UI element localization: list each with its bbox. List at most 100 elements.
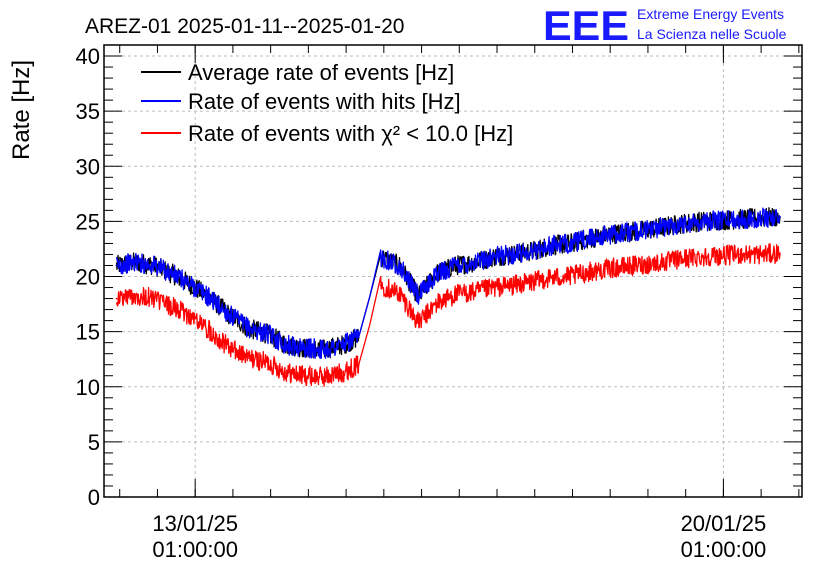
data-point bbox=[266, 361, 269, 364]
y-tick-label: 0 bbox=[88, 485, 100, 510]
data-point bbox=[606, 267, 608, 270]
y-tick-label: 20 bbox=[76, 265, 100, 290]
data-point bbox=[757, 253, 759, 256]
y-tick-label: 30 bbox=[76, 154, 100, 179]
series-1 bbox=[115, 207, 781, 360]
data-point bbox=[587, 271, 590, 273]
y-tick-label: 15 bbox=[76, 320, 100, 345]
data-point bbox=[436, 302, 439, 304]
legend-item-2: Rate of events with χ² < 10.0 [Hz] bbox=[141, 121, 513, 146]
data-point bbox=[210, 297, 212, 300]
data-point bbox=[379, 284, 382, 287]
data-point bbox=[191, 284, 193, 287]
data-point bbox=[342, 344, 344, 346]
plot-frame bbox=[103, 44, 803, 498]
legend-label: Average rate of events [Hz] bbox=[188, 60, 454, 85]
data-point bbox=[493, 286, 495, 289]
data-point bbox=[436, 272, 439, 275]
data-point bbox=[398, 264, 401, 267]
data-point bbox=[115, 297, 118, 300]
data-point bbox=[643, 229, 646, 232]
data-point bbox=[643, 263, 646, 266]
data-point bbox=[357, 336, 360, 338]
data-point bbox=[779, 252, 781, 255]
data-point bbox=[474, 261, 476, 264]
grid-layer bbox=[104, 45, 802, 497]
data-point bbox=[455, 293, 457, 296]
data-point bbox=[228, 314, 231, 316]
data-point bbox=[228, 347, 231, 350]
data-point bbox=[153, 297, 156, 300]
data-point bbox=[606, 233, 608, 236]
data-point bbox=[474, 291, 476, 293]
data-point bbox=[323, 375, 325, 378]
axes-layer: 051015202530354013/01/2501:00:0020/01/25… bbox=[76, 44, 803, 562]
series-2 bbox=[115, 243, 781, 387]
x-tick-label-time: 01:00:00 bbox=[152, 537, 238, 562]
data-point bbox=[719, 254, 722, 257]
data-point bbox=[625, 265, 627, 268]
legend-item-1: Rate of events with hits [Hz] bbox=[141, 89, 461, 114]
y-tick-label: 35 bbox=[76, 99, 100, 124]
data-point bbox=[417, 321, 420, 324]
data-point bbox=[757, 217, 759, 220]
series-layer bbox=[115, 207, 781, 387]
data-point bbox=[738, 253, 740, 256]
data-point bbox=[719, 219, 722, 222]
data-point bbox=[323, 348, 325, 351]
data-point bbox=[738, 218, 740, 221]
data-point bbox=[587, 238, 590, 240]
data-point bbox=[625, 231, 627, 234]
legend-label: Rate of events with χ² < 10.0 [Hz] bbox=[188, 121, 513, 146]
data-point bbox=[115, 264, 118, 267]
legend: Average rate of events [Hz] Rate of event… bbox=[141, 60, 513, 146]
data-point bbox=[700, 255, 703, 258]
data-point bbox=[153, 264, 156, 267]
y-tick-label: 40 bbox=[76, 44, 100, 69]
data-point bbox=[549, 244, 552, 247]
data-point bbox=[134, 294, 137, 297]
data-point bbox=[493, 255, 495, 258]
data-point bbox=[342, 371, 344, 374]
data-point bbox=[455, 264, 457, 267]
y-axis-label: Rate [Hz] bbox=[8, 60, 35, 160]
eee-logo: EEE bbox=[543, 2, 629, 49]
series-line bbox=[115, 207, 781, 360]
data-point bbox=[511, 253, 514, 256]
data-point bbox=[304, 347, 307, 350]
data-point bbox=[398, 292, 401, 294]
legend-item-0: Average rate of events [Hz] bbox=[141, 60, 454, 85]
data-point bbox=[191, 316, 193, 319]
x-tick-label-date: 13/01/25 bbox=[152, 511, 238, 536]
logo-line-1: Extreme Energy Events bbox=[637, 6, 784, 22]
chart-title: AREZ-01 2025-01-11--2025-01-20 bbox=[85, 15, 404, 38]
data-point bbox=[568, 242, 571, 245]
data-point bbox=[247, 327, 250, 330]
data-point bbox=[700, 220, 703, 223]
data-point bbox=[304, 374, 307, 377]
data-point bbox=[662, 226, 665, 228]
data-point bbox=[549, 276, 552, 279]
legend-label: Rate of events with hits [Hz] bbox=[188, 89, 461, 114]
data-point bbox=[266, 332, 269, 335]
data-point bbox=[530, 250, 533, 253]
data-point bbox=[662, 261, 665, 264]
data-point bbox=[779, 216, 781, 218]
data-point bbox=[247, 357, 250, 359]
data-point bbox=[417, 295, 420, 298]
data-point bbox=[172, 273, 175, 276]
x-tick-label-date: 20/01/25 bbox=[681, 511, 767, 536]
data-point bbox=[357, 363, 360, 366]
labels-layer: AREZ-01 2025-01-11--2025-01-20 EEE Extre… bbox=[8, 2, 787, 160]
logo-line-2: La Scienza nelle Scuole bbox=[637, 26, 787, 42]
series-line bbox=[115, 243, 781, 387]
data-point bbox=[285, 344, 288, 346]
data-point bbox=[568, 275, 571, 278]
y-tick-label: 25 bbox=[76, 209, 100, 234]
data-point bbox=[285, 371, 288, 374]
data-point bbox=[379, 255, 382, 258]
data-point bbox=[172, 306, 175, 309]
data-point bbox=[681, 258, 684, 260]
